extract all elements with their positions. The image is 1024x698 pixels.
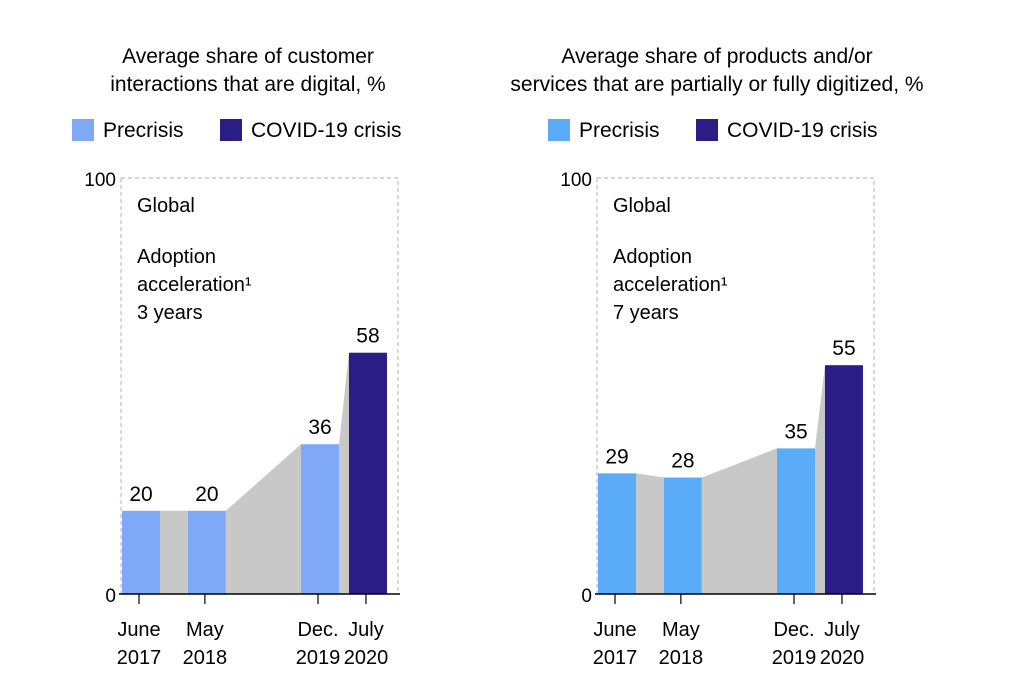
chart-panel-2: Average share of products and/or services… [510, 45, 923, 669]
bar-value-label: 20 [195, 483, 218, 506]
legend-label: COVID-19 crisis [727, 119, 878, 142]
bar-may-2018 [663, 477, 702, 594]
bar-may-2018 [187, 510, 226, 594]
legend-swatch [696, 119, 718, 141]
y-tick-label: 0 [581, 586, 592, 607]
panel-label: Global [137, 195, 195, 217]
connector-area [225, 444, 301, 594]
x-tick-label-month: June [117, 619, 160, 641]
legend-swatch [548, 119, 570, 141]
x-tick-label-month: May [662, 619, 700, 641]
panel-label: Global [613, 195, 671, 217]
x-tick-label-year: 2019 [772, 647, 817, 669]
bar-value-label: 55 [832, 337, 855, 360]
legend-label: Precrisis [103, 119, 184, 142]
x-tick-label-month: July [824, 619, 860, 641]
x-tick-label-month: July [348, 619, 384, 641]
x-tick-label-year: 2017 [593, 647, 638, 669]
connector-area [160, 510, 188, 594]
annotation-value: 7 years [613, 302, 679, 324]
x-tick-label-year: 2017 [117, 647, 162, 669]
legend-label: COVID-19 crisis [251, 119, 402, 142]
annotation-text: Adoption [613, 246, 692, 268]
bar-value-label: 28 [671, 450, 694, 473]
x-tick-label-year: 2018 [659, 647, 704, 669]
bar-value-label: 36 [308, 416, 331, 439]
x-tick-label-month: Dec. [297, 619, 338, 641]
annotation-value: 3 years [137, 302, 203, 324]
bar-dec-2019 [301, 444, 339, 594]
legend-label: Precrisis [579, 119, 660, 142]
annotation-text: acceleration¹ [137, 274, 252, 296]
x-tick-label-month: May [186, 619, 224, 641]
bar-june-2017 [598, 473, 636, 594]
chart-panel-1: Average share of customer interactions th… [72, 45, 402, 669]
y-tick-label: 100 [84, 170, 116, 191]
bar-value-label: 35 [784, 420, 807, 443]
connector-area [815, 365, 825, 594]
bar-june-2017 [122, 510, 160, 594]
chart-title-line: Average share of customer [122, 45, 374, 68]
x-tick-label-year: 2018 [183, 647, 228, 669]
connector-area [339, 352, 349, 594]
x-tick-label-month: Dec. [773, 619, 814, 641]
x-tick-label-month: June [593, 619, 636, 641]
bar-july-2020 [824, 365, 863, 594]
x-tick-label-year: 2020 [820, 647, 865, 669]
bar-value-label: 29 [605, 445, 628, 468]
legend-swatch [72, 119, 94, 141]
bar-dec-2019 [777, 448, 815, 594]
plot-frame [121, 177, 399, 594]
connector-area [701, 448, 777, 594]
plot-frame [597, 177, 875, 594]
x-tick-label-year: 2020 [344, 647, 389, 669]
chart-title-line: interactions that are digital, % [110, 73, 385, 96]
legend-swatch [220, 119, 242, 141]
bar-july-2020 [348, 352, 387, 594]
annotation-text: acceleration¹ [613, 274, 728, 296]
y-tick-label: 100 [560, 170, 592, 191]
annotation-text: Adoption [137, 246, 216, 268]
connector-area [636, 473, 664, 594]
chart-title-line: services that are partially or fully dig… [510, 73, 923, 96]
x-tick-label-year: 2019 [296, 647, 341, 669]
bar-value-label: 58 [356, 325, 379, 348]
y-tick-label: 0 [105, 586, 116, 607]
bar-value-label: 20 [129, 483, 152, 506]
chart-title-line: Average share of products and/or [561, 45, 872, 68]
